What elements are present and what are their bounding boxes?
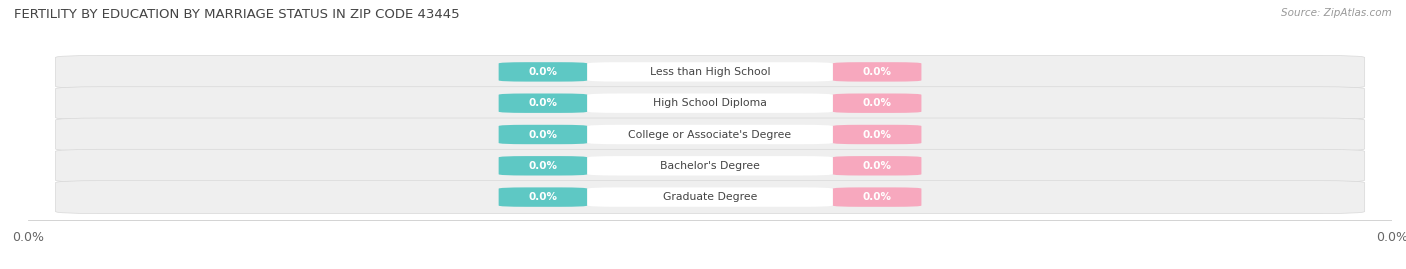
Text: 0.0%: 0.0% <box>529 161 557 171</box>
Text: 0.0%: 0.0% <box>529 67 557 77</box>
FancyBboxPatch shape <box>832 187 921 207</box>
Text: 0.0%: 0.0% <box>863 161 891 171</box>
Text: 0.0%: 0.0% <box>529 98 557 108</box>
FancyBboxPatch shape <box>55 118 1365 151</box>
FancyBboxPatch shape <box>499 62 588 82</box>
Text: College or Associate's Degree: College or Associate's Degree <box>628 129 792 140</box>
Text: Graduate Degree: Graduate Degree <box>662 192 758 202</box>
Text: FERTILITY BY EDUCATION BY MARRIAGE STATUS IN ZIP CODE 43445: FERTILITY BY EDUCATION BY MARRIAGE STATU… <box>14 8 460 21</box>
FancyBboxPatch shape <box>55 55 1365 89</box>
FancyBboxPatch shape <box>55 87 1365 120</box>
FancyBboxPatch shape <box>832 156 921 175</box>
FancyBboxPatch shape <box>588 156 832 175</box>
Text: Less than High School: Less than High School <box>650 67 770 77</box>
FancyBboxPatch shape <box>588 125 832 144</box>
Text: 0.0%: 0.0% <box>863 98 891 108</box>
FancyBboxPatch shape <box>832 94 921 113</box>
FancyBboxPatch shape <box>832 125 921 144</box>
Text: 0.0%: 0.0% <box>529 129 557 140</box>
FancyBboxPatch shape <box>588 187 832 207</box>
Text: 0.0%: 0.0% <box>863 129 891 140</box>
FancyBboxPatch shape <box>588 62 832 82</box>
Text: 0.0%: 0.0% <box>863 67 891 77</box>
FancyBboxPatch shape <box>832 62 921 82</box>
Text: Bachelor's Degree: Bachelor's Degree <box>659 161 761 171</box>
FancyBboxPatch shape <box>499 187 588 207</box>
FancyBboxPatch shape <box>499 156 588 175</box>
Text: High School Diploma: High School Diploma <box>654 98 766 108</box>
Text: 0.0%: 0.0% <box>863 192 891 202</box>
FancyBboxPatch shape <box>588 94 832 113</box>
Text: Source: ZipAtlas.com: Source: ZipAtlas.com <box>1281 8 1392 18</box>
FancyBboxPatch shape <box>499 94 588 113</box>
FancyBboxPatch shape <box>55 149 1365 182</box>
Text: 0.0%: 0.0% <box>529 192 557 202</box>
FancyBboxPatch shape <box>55 180 1365 214</box>
FancyBboxPatch shape <box>499 125 588 144</box>
